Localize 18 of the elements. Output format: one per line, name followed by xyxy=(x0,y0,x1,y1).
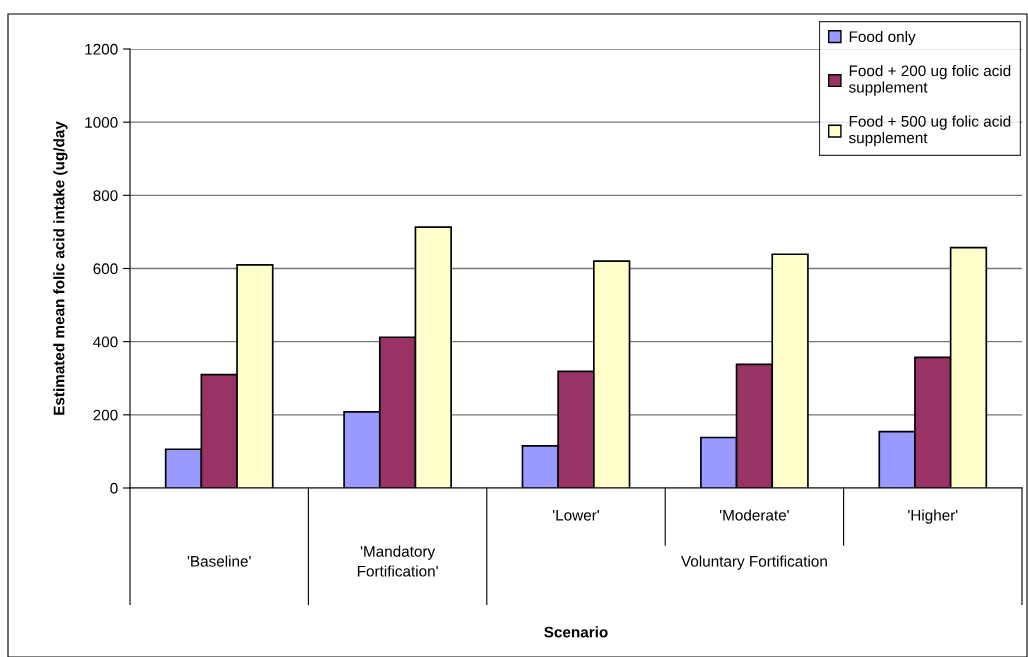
legend-label: Food + 500 ug folic acid supplement xyxy=(848,115,1011,147)
legend-label: Food only xyxy=(849,30,916,46)
y-axis-title: Estimated mean folic acid intake (ug/day xyxy=(53,121,68,415)
y-tick-label: 0 xyxy=(110,482,118,494)
x-tick-label: 'Lower' xyxy=(553,509,599,521)
x-axis-title: Scenario xyxy=(544,626,608,638)
y-tick-label: 800 xyxy=(93,190,118,202)
y-tick-label: 600 xyxy=(93,263,118,275)
y-tick-label: 400 xyxy=(93,336,118,348)
y-tick-label: 200 xyxy=(93,409,118,421)
x-tick-label: 'Mandatory Fortification' xyxy=(357,545,438,577)
x-tick-label: 'Baseline' xyxy=(187,555,251,567)
y-tick-label: 1200 xyxy=(85,43,118,55)
text: Voluntary Fortification xyxy=(681,555,827,570)
y-tick-label: 1000 xyxy=(85,117,118,128)
x-tick-label: 'Higher' xyxy=(908,509,958,524)
legend-label: Food + 200 ug folic acid supplement xyxy=(848,64,1011,96)
x-tick-label: 'Moderate' xyxy=(719,509,789,521)
